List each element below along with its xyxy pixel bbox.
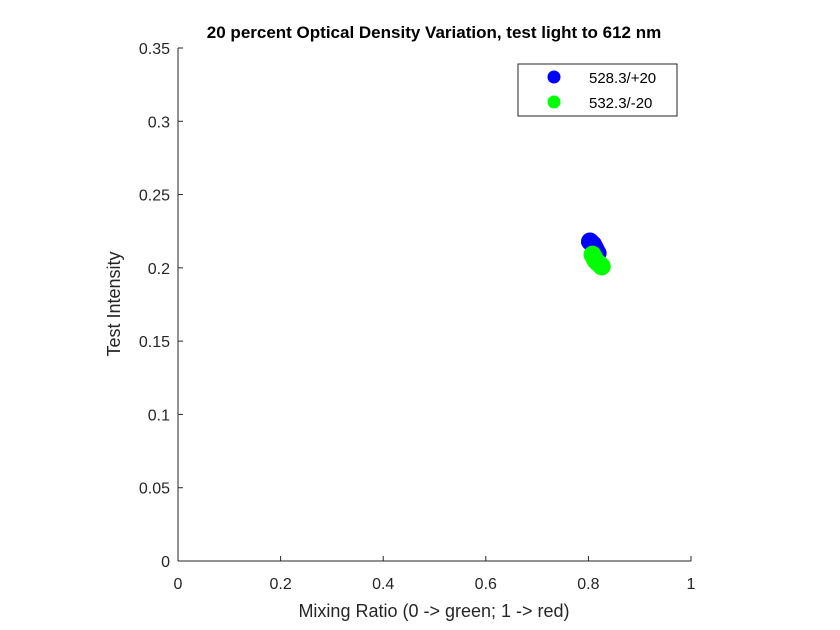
- x-axis-label: Mixing Ratio (0 -> green; 1 -> red): [298, 601, 569, 621]
- legend-box: [517, 63, 678, 117]
- y-tick-label: 0: [161, 554, 170, 571]
- x-tick-label: 0.4: [372, 576, 394, 593]
- chart-title: 20 percent Optical Density Variation, te…: [207, 23, 661, 42]
- x-tick-label: 0.2: [269, 576, 291, 593]
- y-tick-label: 0.05: [139, 481, 170, 498]
- x-tick-label: 1: [687, 576, 696, 593]
- x-tick-label: 0.8: [577, 576, 599, 593]
- x-tick-label: 0: [174, 576, 183, 593]
- x-tick-label: 0.6: [475, 576, 497, 593]
- x-ticks: 0 0.2 0.4 0.6 0.8 1: [174, 556, 696, 593]
- legend: 528.3/+20 532.3/-20: [517, 63, 678, 117]
- legend-marker: [547, 95, 561, 109]
- y-tick-label: 0.1: [148, 407, 170, 424]
- legend-label: 528.3/+20: [589, 70, 656, 87]
- legend-label: 532.3/-20: [589, 95, 652, 112]
- y-tick-label: 0.35: [139, 41, 170, 58]
- y-tick-label: 0.3: [148, 114, 170, 131]
- y-tick-label: 0.25: [139, 188, 170, 205]
- y-tick-label: 0.15: [139, 334, 170, 351]
- y-ticks: 0 0.05 0.1 0.15 0.2 0.25 0.3 0.35: [139, 41, 183, 571]
- y-tick-label: 0.2: [148, 261, 170, 278]
- plot-area: [580, 232, 611, 276]
- y-axis-label: Test Intensity: [104, 251, 124, 356]
- legend-marker: [547, 70, 561, 84]
- data-point: [592, 257, 611, 276]
- series-2: [583, 245, 611, 276]
